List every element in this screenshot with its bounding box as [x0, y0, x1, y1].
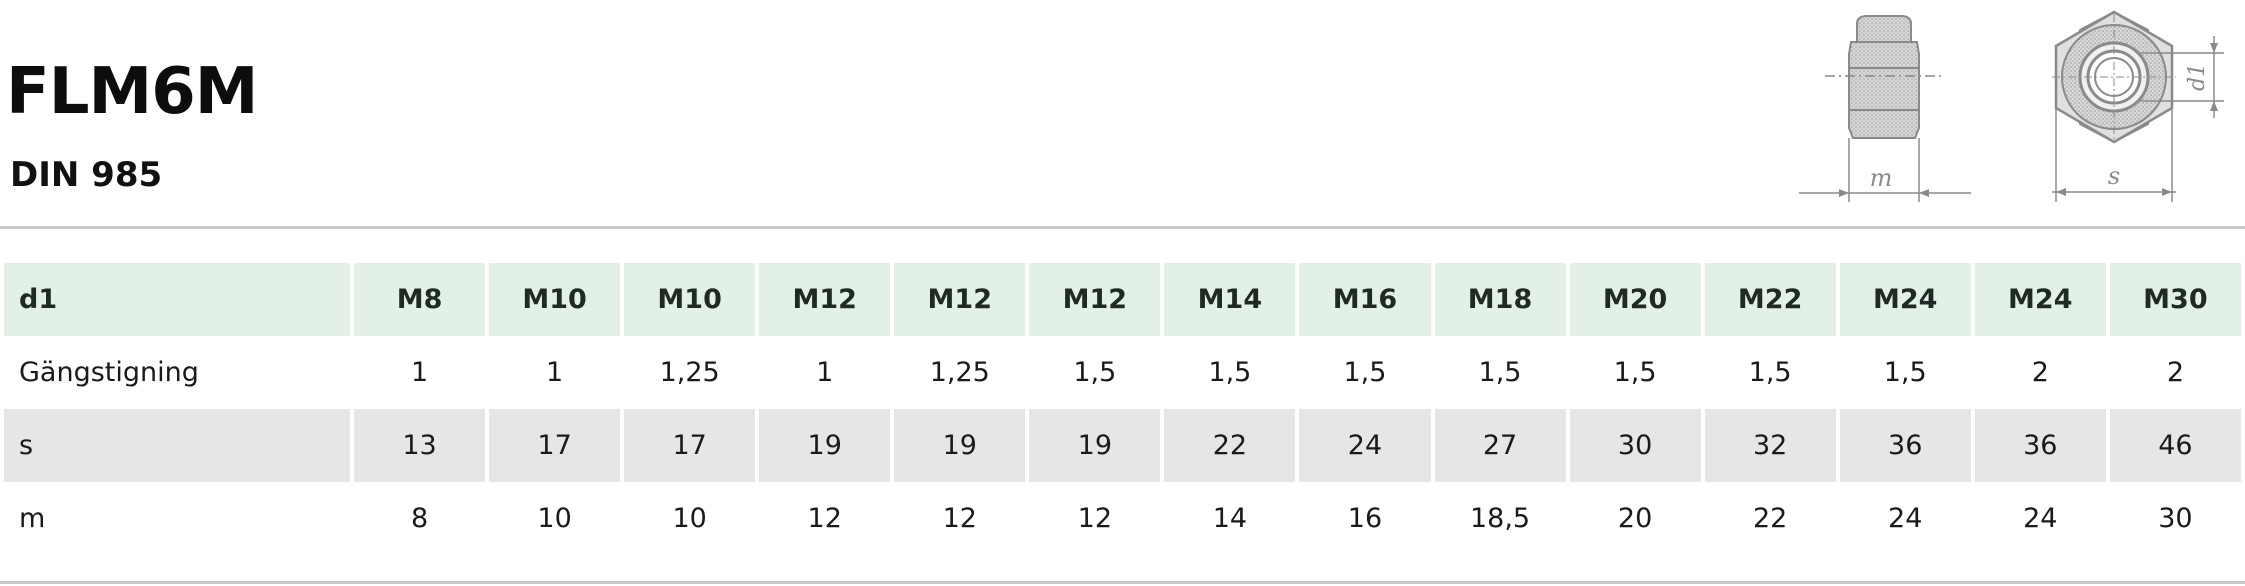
- table-cell: 27: [1434, 409, 1566, 482]
- row-label: m: [4, 482, 350, 555]
- row-label: d1: [4, 263, 350, 336]
- table-row-m: m 8 10 10 12 12 12 14 16 18,5 20 22 24 24 30: [4, 482, 2241, 555]
- table-cell: 2: [2109, 336, 2241, 409]
- nut-side-view-drawing: m: [1799, 15, 1971, 202]
- table-cell: 19: [759, 409, 891, 482]
- table-cell: M24: [1974, 263, 2106, 336]
- dimension-table: d1 M8 M10 M10 M12 M12 M12 M14 M16 M18 M20 M22 M24 M24…: [0, 263, 2245, 555]
- table-cell: 22: [1164, 409, 1296, 482]
- table-cell: 1: [489, 336, 621, 409]
- table-cell: M10: [624, 263, 756, 336]
- table-cell: 30: [2109, 482, 2241, 555]
- table-cell: 1,5: [1029, 336, 1161, 409]
- table-cell: 12: [894, 482, 1026, 555]
- table-cell: 32: [1704, 409, 1836, 482]
- table-cell: M18: [1434, 263, 1566, 336]
- table-row-d1: d1 M8 M10 M10 M12 M12 M12 M14 M16 M18 M20 M22 M24 M24…: [4, 263, 2241, 336]
- table-cell: 17: [489, 409, 621, 482]
- table-cell: 2: [1974, 336, 2106, 409]
- table-cell: 19: [1029, 409, 1161, 482]
- row-label: Gängstigning: [4, 336, 350, 409]
- footer-divider: [0, 581, 2245, 584]
- product-header: FLM6M DIN 985 m: [0, 0, 2245, 226]
- product-title: FLM6M: [6, 55, 258, 129]
- table-cell: 1,5: [1569, 336, 1701, 409]
- table-cell: M22: [1704, 263, 1836, 336]
- table-cell: 1,5: [1299, 336, 1431, 409]
- table-cell: 16: [1299, 482, 1431, 555]
- table-cell: 20: [1569, 482, 1701, 555]
- table-cell: 1,25: [894, 336, 1026, 409]
- table-cell: 8: [354, 482, 486, 555]
- table-cell: 10: [624, 482, 756, 555]
- table-cell: 1,5: [1164, 336, 1296, 409]
- table-cell: 12: [1029, 482, 1161, 555]
- table-cell: 36: [1839, 409, 1971, 482]
- table-cell: 14: [1164, 482, 1296, 555]
- table-cell: 17: [624, 409, 756, 482]
- table-cell: 30: [1569, 409, 1701, 482]
- row-label: s: [4, 409, 350, 482]
- table-cell: 13: [354, 409, 486, 482]
- dimension-s-label: s: [2108, 162, 2120, 190]
- table-cell: M8: [354, 263, 486, 336]
- table-cell: 22: [1704, 482, 1836, 555]
- table-cell: 46: [2109, 409, 2241, 482]
- table-cell: 1,5: [1839, 336, 1971, 409]
- dimension-d1-label: d1: [2185, 63, 2210, 91]
- table-cell: 1,25: [624, 336, 756, 409]
- table-cell: M24: [1839, 263, 1971, 336]
- table-cell: M12: [759, 263, 891, 336]
- table-cell: M12: [1029, 263, 1161, 336]
- product-standard: DIN 985: [10, 155, 163, 195]
- table-cell: M10: [489, 263, 621, 336]
- table-cell: 10: [489, 482, 621, 555]
- table-cell: 24: [1299, 409, 1431, 482]
- table-cell: 36: [1974, 409, 2106, 482]
- table-cell: 1: [759, 336, 891, 409]
- table-cell: 24: [1839, 482, 1971, 555]
- table-cell: 24: [1974, 482, 2106, 555]
- table-cell: 1: [354, 336, 486, 409]
- table-cell: 18,5: [1434, 482, 1566, 555]
- dimension-m-label: m: [1870, 164, 1893, 192]
- table-cell: M30: [2109, 263, 2241, 336]
- table-row-pitch: Gängstigning 1 1 1,25 1 1,25 1,5 1,5 1,5 1,5 1,5 1,…: [4, 336, 2241, 409]
- table-cell: 12: [759, 482, 891, 555]
- table-row-s: s 13 17 17 19 19 19 22 24 27 30 32 36 36 46: [4, 409, 2241, 482]
- table-cell: M20: [1569, 263, 1701, 336]
- table-cell: M14: [1164, 263, 1296, 336]
- nut-top-view-drawing: d1 s: [2052, 10, 2224, 202]
- table-cell: 1,5: [1704, 336, 1836, 409]
- header-divider: [0, 226, 2245, 229]
- table-cell: 1,5: [1434, 336, 1566, 409]
- table-cell: M12: [894, 263, 1026, 336]
- table-cell: 19: [894, 409, 1026, 482]
- table-cell: M16: [1299, 263, 1431, 336]
